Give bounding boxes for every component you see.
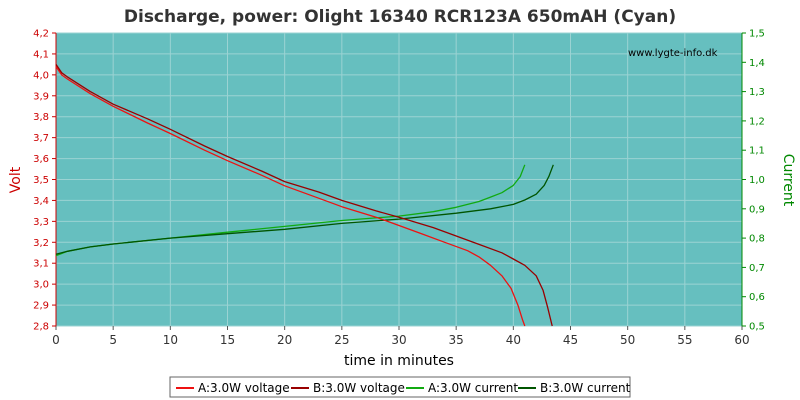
y-right-tick-label: 0,5: [749, 322, 765, 333]
y-right-tick-label: 0,9: [749, 204, 765, 215]
x-tick-label: 35: [449, 333, 464, 347]
y-right-tick-label: 0,6: [749, 292, 765, 303]
y-right-tick-label: 0,8: [749, 234, 765, 245]
y-left-tick-label: 3,6: [33, 154, 49, 165]
y-left-tick-label: 4,1: [33, 49, 49, 60]
y-right-axis-ticks: 0,5 0,6 0,7 0,8 0,9 1,0 1,1 1,2 1,3 1,4 1,5: [742, 29, 765, 333]
x-tick-label: 15: [220, 333, 235, 347]
y-left-tick-label: 2,9: [33, 301, 49, 312]
legend-label: B:3.0W voltage: [313, 381, 405, 395]
y-left-axis-title: Volt: [8, 166, 24, 193]
x-tick-label: 45: [563, 333, 578, 347]
chart-title: Discharge, power: Olight 16340 RCR123A 6…: [124, 7, 676, 27]
y-left-tick-label: 3,1: [33, 259, 49, 270]
y-right-axis-title: Current: [780, 154, 796, 207]
y-right-tick-label: 1,5: [749, 29, 765, 40]
y-right-tick-label: 1,2: [749, 116, 765, 127]
legend-box: [169, 376, 631, 398]
y-left-tick-label: 3,9: [33, 91, 49, 102]
x-tick-label: 5: [109, 333, 117, 347]
y-right-tick-label: 1,1: [749, 146, 765, 157]
series-line-1: [55, 64, 553, 327]
y-right-tick-label: 0,7: [749, 263, 765, 274]
x-axis-title: time in minutes: [344, 353, 454, 369]
y-left-tick-label: 3,2: [33, 238, 49, 249]
watermark: www.lygte-info.dk: [628, 48, 718, 59]
x-tick-label: 0: [52, 333, 60, 347]
x-tick-label: 55: [677, 333, 692, 347]
x-tick-label: 20: [277, 333, 292, 347]
series-layer: [55, 64, 554, 327]
legend-label: B:3.0W current: [540, 381, 631, 395]
legend-label: A:3.0W voltage: [198, 381, 290, 395]
y-left-tick-label: 3,7: [33, 133, 49, 144]
y-left-tick-label: 3,3: [33, 217, 49, 228]
y-right-tick-label: 1,4: [749, 58, 765, 69]
y-left-tick-label: 3,0: [33, 280, 49, 291]
y-left-tick-label: 3,5: [33, 175, 49, 186]
legend-items: A:3.0W voltage B:3.0W voltage A:3.0W curre…: [176, 381, 631, 395]
y-left-tick-label: 4,2: [33, 29, 49, 40]
x-tick-label: 10: [163, 333, 178, 347]
x-tick-label: 50: [620, 333, 635, 347]
x-axis-ticks: 0 5 10 15 20 25 30 35 40 45 50 55 60: [52, 326, 750, 347]
series-line-3: [55, 164, 554, 255]
legend-label: A:3.0W current: [428, 381, 518, 395]
x-tick-label: 60: [734, 333, 749, 347]
y-right-tick-label: 1,3: [749, 87, 765, 98]
x-tick-label: 40: [506, 333, 521, 347]
x-tick-label: 30: [391, 333, 406, 347]
y-left-tick-label: 2,8: [33, 322, 49, 333]
y-left-tick-label: 3,8: [33, 112, 49, 123]
y-left-axis-ticks: 2,8 2,9 3,0 3,1 3,2 3,3 3,4 3,5 3,6 3,7 3,8 3,9 4,0 4…: [33, 29, 56, 333]
y-right-tick-label: 1,0: [749, 175, 765, 186]
y-left-tick-label: 4,0: [33, 70, 49, 81]
y-left-tick-label: 3,4: [33, 196, 49, 207]
legend: A:3.0W voltage B:3.0W voltage A:3.0W curre…: [169, 376, 631, 398]
series-line-0: [55, 66, 526, 327]
x-tick-label: 25: [334, 333, 349, 347]
